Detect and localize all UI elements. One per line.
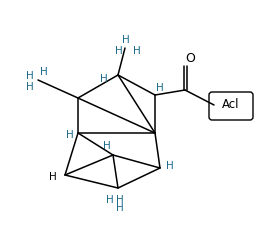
Text: H: H <box>166 161 174 171</box>
Text: H: H <box>156 83 164 93</box>
Text: Acl: Acl <box>222 97 240 110</box>
Text: H: H <box>66 130 74 140</box>
Text: H: H <box>133 46 141 56</box>
Text: H: H <box>116 203 124 213</box>
Text: H: H <box>103 141 111 151</box>
Text: H: H <box>49 172 57 182</box>
Text: O: O <box>185 52 195 65</box>
Text: H: H <box>115 46 123 56</box>
FancyBboxPatch shape <box>209 92 253 120</box>
Text: H: H <box>100 74 108 84</box>
Text: H: H <box>26 82 34 92</box>
Text: H: H <box>122 35 130 45</box>
Text: H: H <box>106 195 114 205</box>
Text: H: H <box>116 195 124 205</box>
Text: H: H <box>40 67 48 77</box>
Text: H: H <box>26 71 34 81</box>
